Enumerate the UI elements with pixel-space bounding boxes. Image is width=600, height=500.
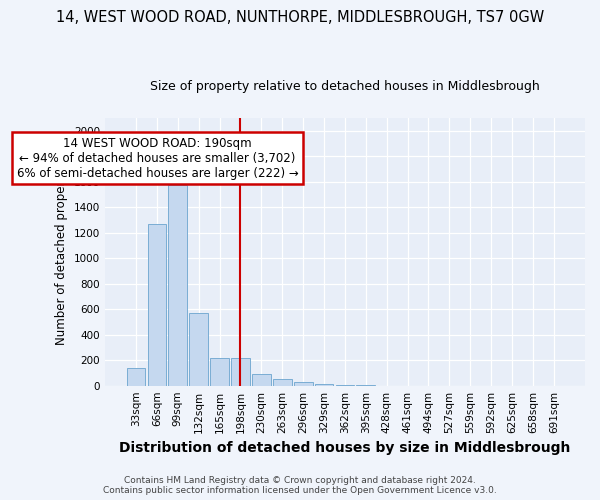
- Bar: [148, 224, 166, 386]
- Text: Contains HM Land Registry data © Crown copyright and database right 2024.
Contai: Contains HM Land Registry data © Crown c…: [103, 476, 497, 495]
- Bar: [190, 313, 208, 386]
- Bar: [356, 385, 375, 386]
- Bar: [210, 358, 229, 386]
- Text: 14 WEST WOOD ROAD: 190sqm
← 94% of detached houses are smaller (3,702)
6% of sem: 14 WEST WOOD ROAD: 190sqm ← 94% of detac…: [17, 136, 298, 180]
- Bar: [335, 385, 355, 386]
- Bar: [294, 382, 313, 386]
- Bar: [252, 374, 271, 386]
- Bar: [127, 368, 145, 386]
- Title: Size of property relative to detached houses in Middlesbrough: Size of property relative to detached ho…: [150, 80, 540, 93]
- Bar: [169, 186, 187, 386]
- Bar: [273, 380, 292, 386]
- Text: 14, WEST WOOD ROAD, NUNTHORPE, MIDDLESBROUGH, TS7 0GW: 14, WEST WOOD ROAD, NUNTHORPE, MIDDLESBR…: [56, 10, 544, 25]
- X-axis label: Distribution of detached houses by size in Middlesbrough: Distribution of detached houses by size …: [119, 441, 571, 455]
- Y-axis label: Number of detached properties: Number of detached properties: [55, 158, 68, 344]
- Bar: [314, 384, 334, 386]
- Bar: [231, 358, 250, 386]
